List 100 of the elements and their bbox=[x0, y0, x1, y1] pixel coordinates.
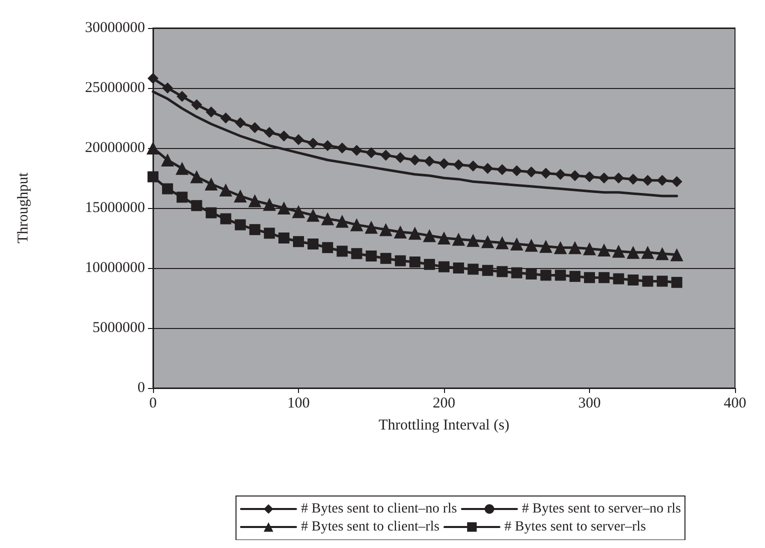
x-tick-label: 200 bbox=[432, 396, 456, 412]
point bbox=[336, 142, 348, 154]
point bbox=[336, 214, 349, 228]
point bbox=[249, 122, 260, 134]
point bbox=[204, 178, 218, 190]
point bbox=[583, 242, 596, 256]
y-tick-label: 5000000 bbox=[92, 320, 145, 336]
point bbox=[598, 172, 610, 184]
point bbox=[438, 261, 450, 272]
point bbox=[424, 258, 435, 270]
point bbox=[146, 142, 160, 154]
point bbox=[496, 236, 509, 250]
point bbox=[322, 242, 334, 254]
point bbox=[219, 184, 232, 196]
point bbox=[568, 241, 582, 254]
point bbox=[234, 219, 246, 230]
point bbox=[598, 272, 610, 284]
point bbox=[394, 152, 406, 164]
legend-label: # Bytes sent to server–no rls bbox=[522, 502, 681, 516]
point bbox=[162, 82, 174, 94]
point bbox=[656, 276, 668, 287]
point bbox=[409, 154, 420, 166]
point bbox=[671, 276, 682, 288]
point bbox=[510, 238, 524, 250]
point bbox=[293, 134, 304, 146]
point bbox=[628, 274, 639, 286]
y-tick-label: 0 bbox=[138, 380, 145, 396]
point bbox=[670, 248, 684, 262]
point bbox=[584, 272, 595, 284]
point bbox=[206, 207, 217, 218]
point bbox=[613, 172, 624, 184]
point bbox=[438, 232, 450, 244]
point bbox=[612, 244, 626, 258]
point bbox=[626, 246, 640, 259]
point bbox=[424, 156, 435, 167]
point bbox=[453, 159, 464, 170]
point bbox=[613, 273, 624, 284]
point bbox=[366, 250, 377, 262]
point bbox=[539, 240, 552, 253]
point bbox=[206, 106, 217, 118]
point bbox=[468, 160, 479, 172]
point bbox=[468, 264, 479, 275]
point bbox=[364, 220, 378, 234]
point bbox=[366, 147, 377, 158]
point bbox=[336, 246, 348, 257]
point bbox=[394, 255, 406, 266]
point bbox=[176, 192, 188, 203]
point bbox=[584, 171, 595, 182]
point bbox=[308, 138, 319, 149]
point bbox=[482, 162, 494, 174]
point bbox=[248, 194, 262, 208]
point bbox=[234, 190, 247, 202]
point bbox=[409, 256, 420, 268]
point bbox=[526, 166, 537, 178]
point bbox=[511, 165, 522, 176]
point bbox=[350, 218, 364, 232]
point bbox=[526, 268, 537, 280]
point bbox=[554, 270, 566, 281]
point bbox=[162, 183, 174, 194]
x-tick-label: 100 bbox=[287, 396, 310, 412]
point bbox=[308, 238, 319, 250]
point bbox=[161, 154, 174, 166]
point bbox=[482, 264, 494, 276]
point bbox=[278, 130, 290, 142]
point bbox=[540, 270, 552, 281]
legend-label: # Bytes sent to client–no rls bbox=[301, 502, 457, 516]
point bbox=[176, 90, 188, 102]
point bbox=[641, 246, 654, 259]
point bbox=[540, 168, 552, 179]
point bbox=[554, 241, 567, 254]
point bbox=[511, 267, 522, 278]
point bbox=[148, 72, 158, 84]
point bbox=[292, 205, 305, 218]
point bbox=[656, 247, 669, 260]
point bbox=[408, 226, 422, 240]
point bbox=[264, 126, 275, 138]
x-tick-label: 400 bbox=[724, 396, 746, 412]
point bbox=[220, 112, 232, 124]
point bbox=[191, 200, 202, 212]
point bbox=[554, 168, 566, 180]
point bbox=[293, 236, 304, 248]
y-tick-label: 25000000 bbox=[85, 80, 145, 96]
y-tick-label: 20000000 bbox=[85, 140, 145, 156]
x-axis-title: Throttling Interval (s) bbox=[378, 418, 510, 434]
point bbox=[628, 174, 639, 185]
point bbox=[453, 262, 464, 274]
point bbox=[190, 170, 204, 184]
point bbox=[598, 244, 611, 256]
point bbox=[148, 171, 158, 182]
point bbox=[191, 99, 202, 110]
point bbox=[277, 202, 290, 214]
point bbox=[264, 228, 275, 239]
point bbox=[569, 170, 580, 182]
point bbox=[249, 224, 260, 236]
y-tick-label: 10000000 bbox=[85, 260, 145, 276]
point bbox=[496, 266, 508, 278]
point bbox=[394, 226, 407, 238]
point bbox=[422, 229, 436, 242]
point bbox=[466, 234, 480, 247]
point bbox=[496, 164, 508, 176]
